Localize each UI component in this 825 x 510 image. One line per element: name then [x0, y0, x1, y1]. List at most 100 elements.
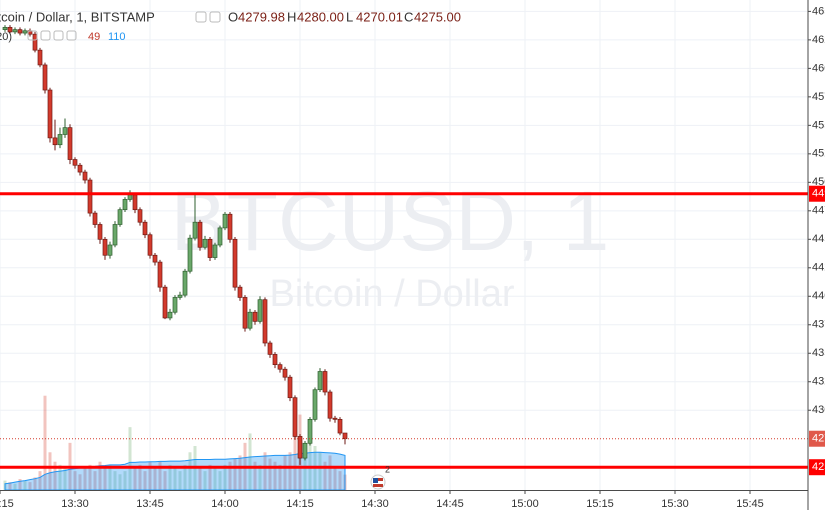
candle-body	[47, 89, 53, 139]
volume-bar	[208, 464, 212, 490]
volume-bar	[58, 464, 62, 490]
candle-body	[92, 212, 98, 225]
volume-bar	[238, 455, 242, 490]
symbol-title: Bitcoin / Dollar, 1, BITSTAMP	[0, 9, 155, 24]
candle-body	[277, 364, 283, 370]
volume-bar	[88, 464, 92, 490]
watermark-name: Bitcoin / Dollar	[270, 273, 515, 315]
volume-bar	[143, 471, 147, 490]
volume-bar	[198, 468, 202, 490]
volume-bar	[168, 464, 172, 490]
candle-body	[112, 224, 118, 246]
candle-body	[207, 238, 213, 258]
candle-body	[327, 391, 333, 419]
candle-body	[52, 137, 58, 146]
candle-body	[102, 238, 108, 256]
candle-body	[332, 417, 338, 420]
volume-bar	[78, 474, 82, 490]
candle-body	[287, 376, 293, 399]
icon[interactable]	[27, 30, 38, 41]
candle-body	[182, 270, 188, 296]
ohlc-value: 4270.01	[356, 9, 403, 24]
candle-body	[172, 297, 178, 313]
volume-bar	[258, 464, 262, 490]
volume-bar	[248, 433, 252, 490]
candle-body	[17, 29, 23, 34]
candle-body	[267, 342, 273, 355]
ohlc-legend: O 4279.98 H 4280.00 L 4270.01 C 4275.00	[228, 9, 461, 24]
candle-body	[72, 159, 78, 166]
candle-body	[337, 418, 343, 434]
candle-body	[197, 221, 203, 248]
volume-bar	[43, 395, 47, 490]
ohlc-key: C	[404, 9, 413, 24]
volume-bar	[13, 483, 17, 490]
volume-bar	[158, 461, 162, 490]
volume-bar	[273, 461, 277, 490]
candle-body	[132, 194, 138, 211]
candle-body	[282, 368, 288, 378]
y-tick-label: 4575	[812, 91, 825, 103]
volume-bar	[253, 461, 257, 490]
candle-body	[127, 194, 133, 200]
volume-bar	[278, 464, 282, 490]
y-tick-label: 4375	[812, 319, 825, 331]
volume-bar	[303, 449, 307, 490]
event-marker[interactable]: 2	[370, 464, 390, 490]
volume-bar	[118, 474, 122, 490]
candle-body	[147, 234, 153, 256]
volume-bar	[308, 427, 312, 490]
x-tick-label: 13:15	[0, 498, 14, 510]
volume-bar	[178, 471, 182, 490]
candle-body	[342, 432, 348, 440]
candle-body	[82, 171, 88, 181]
candle-body	[202, 238, 208, 248]
candle-body	[12, 29, 18, 33]
x-tick-label: 15:30	[661, 498, 689, 510]
volume-bar	[103, 468, 107, 490]
icon[interactable]	[209, 11, 221, 23]
volume-bar	[98, 461, 102, 490]
last-price-box	[809, 430, 825, 447]
candle-body	[307, 418, 313, 444]
candle-body	[87, 179, 93, 214]
volume-bar	[228, 461, 232, 490]
volume-bar	[263, 452, 267, 490]
event-badge: 2	[385, 464, 390, 474]
icon[interactable]	[66, 30, 77, 41]
y-tick-label: 4350	[812, 347, 825, 359]
volume-bar	[113, 471, 117, 490]
flag-stripe	[373, 484, 383, 487]
candle-body	[117, 209, 123, 225]
volume-bar	[63, 468, 67, 490]
level-label-box	[809, 459, 825, 476]
candle-body	[317, 371, 323, 391]
candle-body	[297, 436, 303, 459]
x-tick-label: 14:45	[436, 498, 464, 510]
volume-bar	[203, 471, 207, 490]
last-price-label: 4275.00	[812, 433, 825, 445]
volume-bar	[148, 461, 152, 490]
volume-bar	[323, 461, 327, 490]
candle-body	[142, 221, 148, 236]
y-tick-label: 4600	[812, 62, 825, 74]
icon[interactable]	[40, 30, 51, 41]
volume-bar	[53, 461, 57, 490]
y-tick-label: 4300	[812, 404, 825, 416]
candle-body	[312, 389, 318, 420]
volume-bar	[33, 477, 37, 490]
volume-bar	[213, 468, 217, 490]
icon[interactable]	[53, 30, 64, 41]
y-tick-label: 4325	[812, 376, 825, 388]
volume-bar	[268, 458, 272, 490]
candle-body	[322, 371, 328, 393]
watermark: BTCUSD, 1 Bitcoin / Dollar	[171, 174, 610, 315]
candle-body	[232, 238, 238, 288]
icon[interactable]	[195, 11, 207, 23]
candle-body	[167, 311, 173, 319]
candle-body	[137, 209, 143, 223]
volume-bar	[108, 464, 112, 490]
y-tick-label: 4525	[812, 148, 825, 160]
overlay	[0, 192, 808, 469]
volume-ma-value: 110	[108, 31, 126, 43]
